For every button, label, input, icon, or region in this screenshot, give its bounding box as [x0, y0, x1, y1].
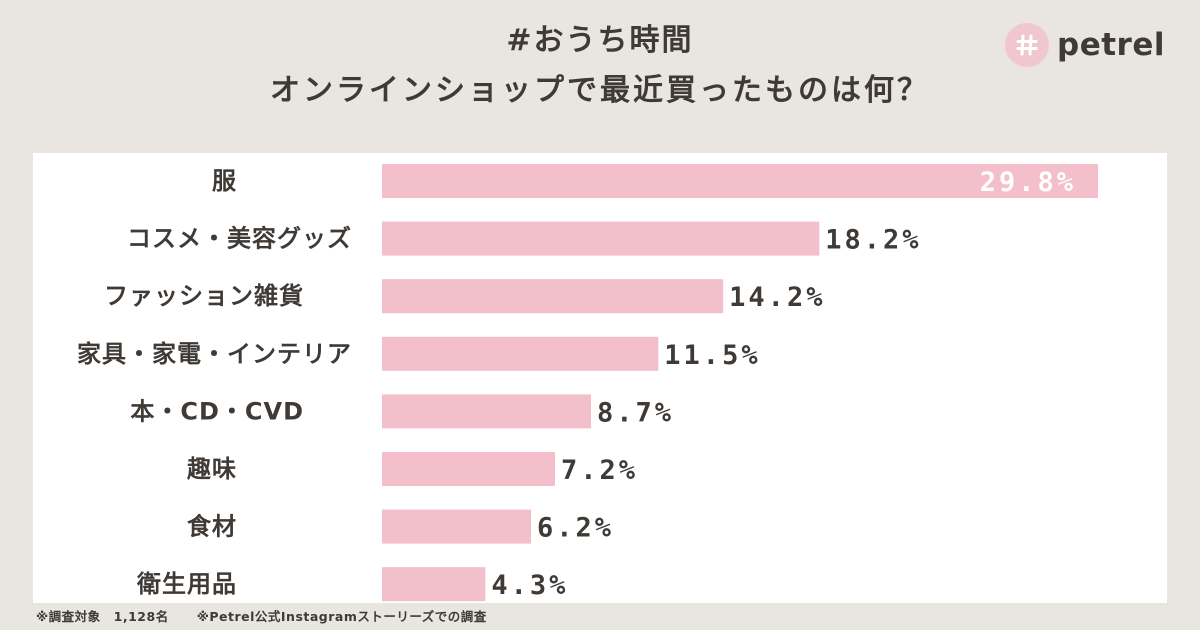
value-label: 8.7%: [597, 397, 674, 428]
hash-icon: [1014, 32, 1040, 58]
footnote-source: ※Petrel公式Instagramストーリーズでの調査: [196, 609, 487, 624]
bar: [382, 452, 555, 486]
value-label: 4.3%: [491, 570, 568, 601]
footnote: ※調査対象 1,128名 ※Petrel公式Instagramストーリーズでの調査: [36, 606, 487, 625]
category-label: 服: [212, 167, 237, 195]
bar: [382, 336, 659, 371]
category-label: 家具・家電・インテリア: [77, 340, 352, 368]
value-label: 29.8%: [980, 167, 1076, 198]
bar: [382, 164, 1098, 198]
value-label: 7.2%: [561, 455, 638, 486]
footnote-survey-target: ※調査対象 1,128名: [36, 609, 169, 624]
chart-title-line1: #おうち時間: [506, 23, 694, 58]
category-label: 趣味: [186, 455, 237, 483]
value-label: 6.2%: [537, 513, 614, 544]
category-label: 本・CD・CVD: [130, 397, 304, 425]
category-label: コスメ・美容グッズ: [127, 225, 352, 253]
bar: [382, 279, 724, 314]
bar: [382, 509, 531, 544]
bar: [382, 567, 486, 602]
value-label: 14.2%: [729, 282, 825, 313]
category-label: 食材: [187, 513, 237, 541]
logo-badge: [1005, 23, 1049, 67]
category-label: ファッション雑貨: [104, 282, 304, 310]
bar: [382, 221, 820, 256]
petrel-logo: petrel: [1005, 22, 1165, 68]
bar: [382, 394, 592, 429]
value-label: 18.2%: [825, 225, 921, 256]
category-label: 衛生用品: [136, 570, 237, 598]
logo-text: petrel: [1057, 27, 1165, 63]
chart-title: #おうち時間 オンラインショップで最近買ったものは何？: [0, 18, 1200, 114]
chart-title-line2: オンラインショップで最近買ったものは何？: [270, 73, 930, 108]
value-label: 11.5%: [664, 340, 760, 371]
